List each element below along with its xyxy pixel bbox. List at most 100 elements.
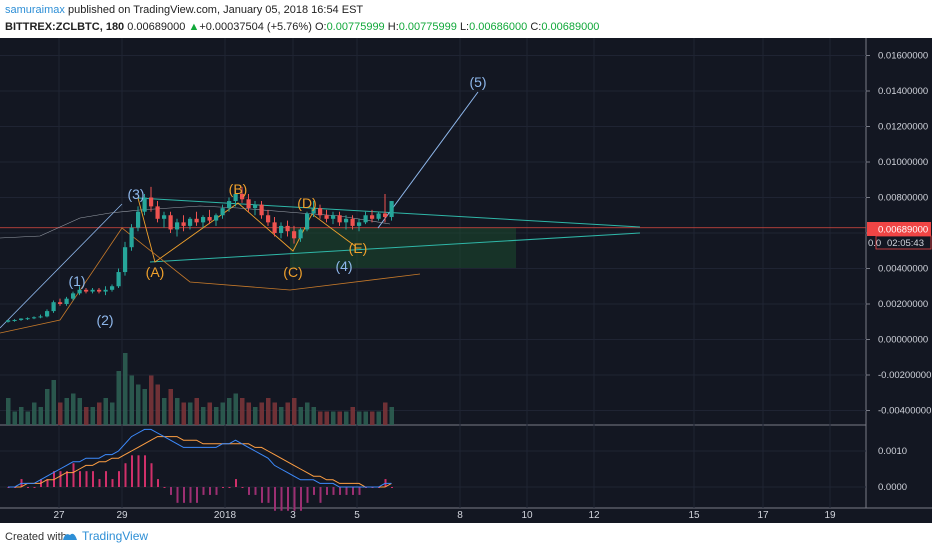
high-label: H: [387,21,399,33]
candle-body [298,229,303,239]
volume-bar [71,393,76,425]
volume-bar [51,380,56,425]
time-axis: 27 29 2018 3 5 8 10 12 15 17 19 [53,510,836,521]
chart-background [0,38,932,523]
histogram-bar [358,487,361,495]
wave-label-orange: (E) [349,240,368,256]
candle-body [58,302,63,304]
time-tick-label: 8 [457,510,463,521]
wave-label-blue: (3) [127,186,144,202]
countdown-tag-bg [875,235,932,250]
histogram-bar [215,487,218,495]
volume-bar [181,402,186,425]
volume-bar [272,402,277,425]
candle-body [129,227,134,248]
histogram-bar [267,487,270,503]
tradingview-brand[interactable]: TradingView [62,529,148,543]
last-price: 0.00689000 [127,21,186,33]
last-price-tag-bg [867,222,931,236]
candle-body [162,215,167,219]
author-link[interactable]: samuraimax [5,4,65,16]
histogram-bar [280,487,283,511]
change-arrow: ▲ [188,21,200,33]
chart-canvas[interactable]: 0.018000000.016000000.014000000.01200000… [0,38,932,523]
volume-bar [383,402,388,425]
histogram-bar [66,471,68,487]
candle-body [272,222,277,233]
price-tick-label: 0.00200000 [878,299,928,310]
volume-bar [64,398,69,425]
volume-bar [136,384,141,425]
volume-bar [376,411,381,425]
histogram-bar [72,463,75,487]
wave-label-blue: (2) [96,312,113,328]
histogram-bar [274,487,276,511]
histogram-bar [170,487,172,495]
histogram-bar [332,487,335,495]
volume-bar [97,402,102,425]
volume-bar [201,407,206,425]
volume-bar [116,371,121,425]
volume-bar [207,402,212,425]
signal-line [8,436,392,488]
candle-body [12,319,17,321]
publish-line: samuraimax published on TradingView.com,… [5,4,363,16]
volume-bar [155,384,160,425]
candle-body [110,286,115,290]
volume-bar [194,398,199,425]
candle-body [357,222,362,226]
candle-body [292,231,297,239]
candle-body [279,225,284,233]
volume-bar [350,407,355,425]
wave-label-blue: (1) [68,273,85,289]
volume-bar [25,411,30,425]
histogram-bar [98,479,101,487]
histogram-bar [202,487,205,495]
volume-bar [292,398,297,425]
histogram-bar [163,487,166,488]
candle-body [123,247,128,273]
volume-bar [58,402,63,425]
macd-line [8,428,392,488]
volume-bars [6,353,394,425]
candle-body [331,215,336,219]
volume-bar [324,411,329,425]
wave-channel-line [0,203,123,329]
volume-bar [123,353,128,425]
histogram-bar [241,487,244,488]
low-label: L: [459,21,470,33]
volume-bar [162,398,167,425]
candle-body [240,193,245,200]
candle-body [337,215,342,223]
histogram-bar [209,487,211,495]
candle-body [370,215,375,219]
price-tick-label: 0.00400000 [878,264,928,275]
candle-body [233,193,238,202]
time-tick-label: 27 [53,510,65,521]
histogram-bar [300,487,302,511]
triangle-lower-line [149,232,641,263]
histogram-bar [228,487,231,488]
created-with-text: Created with [5,531,67,543]
candle-body [246,199,251,209]
symbol-label: BITTREX:ZCLBTC, 180 [5,21,125,33]
time-tick-label: 29 [116,510,128,521]
histogram-bar [222,487,224,488]
histogram-bar [150,463,153,487]
histogram-bar [79,471,81,487]
volume-bar [6,398,11,425]
wave-5-projection [377,91,479,229]
histogram-bar [33,487,36,488]
volume-bar [370,411,375,425]
candle-body [19,318,24,320]
time-tick-label: 19 [824,510,836,521]
volume-bar [253,407,258,425]
candle-body [142,197,147,212]
last-price-tag: 0.00689000 [878,225,928,236]
histogram-bar [391,487,393,488]
price-tick-label: -0.00200000 [878,370,931,381]
histogram-bar [326,487,328,495]
volume-bar [285,402,290,425]
volume-bar [12,411,17,425]
candle-body [207,217,212,221]
